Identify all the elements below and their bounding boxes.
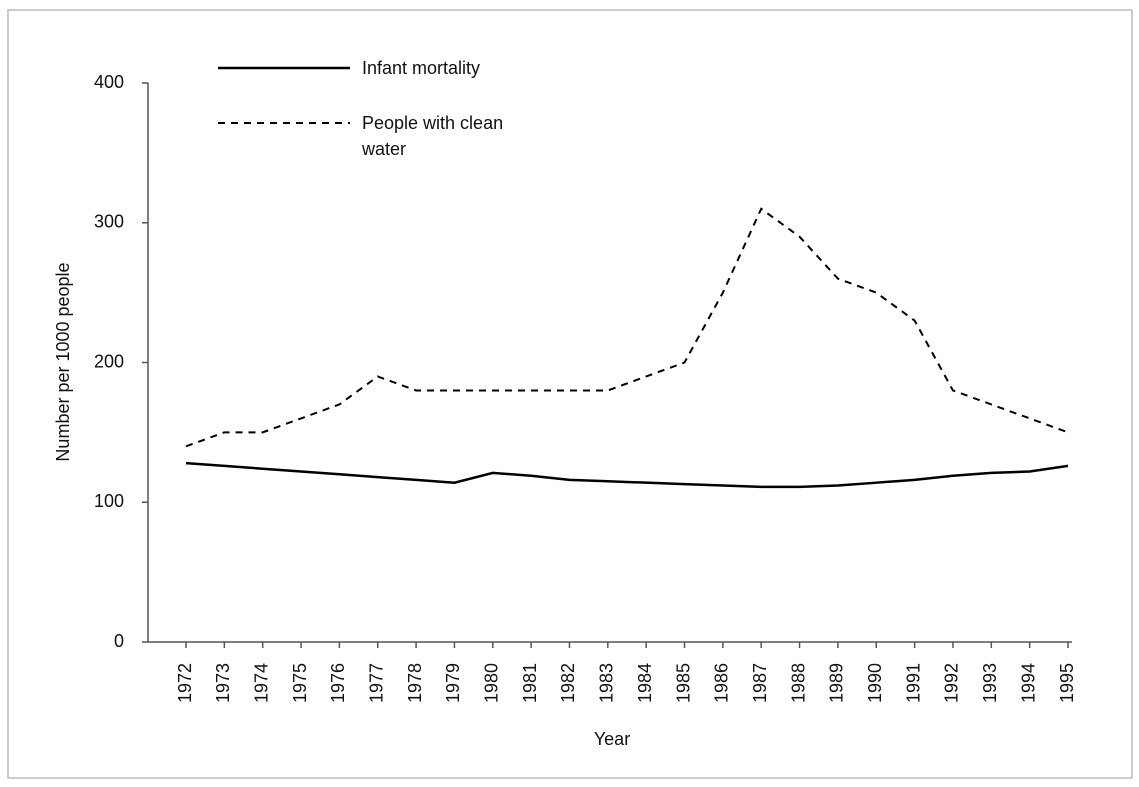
x-tick-label: 1988 [788, 663, 808, 703]
x-tick-label: 1984 [635, 663, 655, 703]
x-tick-label: 1975 [290, 663, 310, 703]
y-tick-label: 100 [94, 491, 124, 511]
x-tick-label: 1989 [827, 663, 847, 703]
x-tick-label: 1972 [175, 663, 195, 703]
x-tick-label: 1987 [750, 663, 770, 703]
x-tick-label: 1993 [980, 663, 1000, 703]
x-tick-label: 1986 [712, 663, 732, 703]
legend-label: People with clean water [362, 113, 504, 159]
frame [7, 9, 1133, 779]
x-tick-label: 1977 [366, 663, 386, 703]
x-axis-label: Year [594, 729, 630, 749]
y-axis-label: Number per 1000 people [53, 262, 73, 461]
x-tick-label: 1995 [1057, 663, 1077, 703]
y-tick-label: 400 [94, 72, 124, 92]
series-line [185, 207, 1069, 448]
x-tick-label: 1973 [213, 663, 233, 703]
x-tick-label: 1990 [865, 663, 885, 703]
y-tick-label: 200 [94, 351, 124, 371]
legend-label: Infant mortality [362, 58, 481, 78]
x-tick-label: 1974 [251, 663, 271, 703]
x-tick-label: 1980 [482, 663, 502, 703]
y-tick-label: 0 [114, 631, 124, 651]
x-tick-label: 1985 [673, 663, 693, 703]
x-tick-label: 1982 [558, 663, 578, 703]
x-tick-label: 1991 [903, 663, 923, 703]
x-tick-label: 1978 [405, 663, 425, 703]
x-tick-label: 1983 [597, 663, 617, 703]
x-tick-label: 1979 [443, 663, 463, 703]
series-line [185, 461, 1069, 489]
x-tick-label: 1981 [520, 663, 540, 703]
y-tick-label: 300 [94, 212, 124, 232]
x-tick-label: 1992 [942, 663, 962, 703]
x-tick-label: 1994 [1018, 663, 1038, 703]
x-tick-label: 1976 [328, 663, 348, 703]
